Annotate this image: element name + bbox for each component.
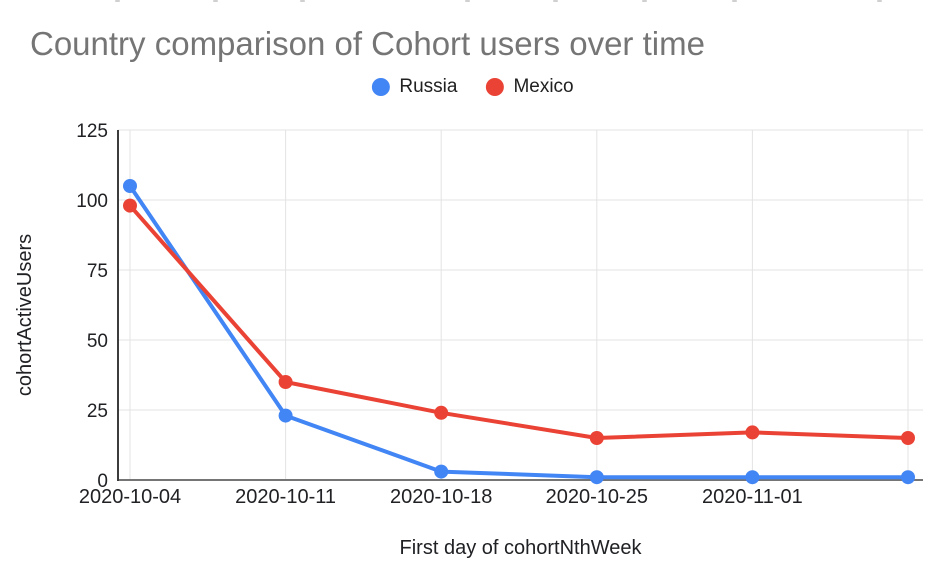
series-line-russia xyxy=(128,184,910,480)
cropped-text-artifact xyxy=(465,0,470,2)
legend-item-russia: Russia xyxy=(371,76,457,98)
y-tick-label: 0 xyxy=(97,471,108,492)
data-point-russia[interactable] xyxy=(278,408,293,423)
data-point-mexico[interactable] xyxy=(901,431,915,445)
legend-item-mexico: Mexico xyxy=(485,76,574,98)
series-line-mexico xyxy=(128,203,910,440)
data-point-mexico[interactable] xyxy=(278,375,293,389)
data-point-mexico[interactable] xyxy=(434,405,449,420)
chart-title: Country comparison of Cohort users over … xyxy=(30,25,705,62)
data-point-mexico[interactable] xyxy=(745,425,760,440)
x-tick-label: 2020-10-25 xyxy=(546,486,648,508)
cropped-text-artifact xyxy=(553,0,558,2)
cropped-text-artifact xyxy=(732,0,737,2)
data-point-russia[interactable] xyxy=(589,470,604,485)
x-tick-label: 2020-10-11 xyxy=(235,486,336,508)
y-tick-label: 100 xyxy=(76,191,108,212)
x-tick-label: 2020-11-01 xyxy=(702,486,803,508)
legend-label: Mexico xyxy=(513,76,574,97)
cropped-text-artifact xyxy=(115,0,120,2)
data-point-mexico[interactable] xyxy=(589,431,604,445)
y-tick-label: 75 xyxy=(87,261,108,282)
cropped-text-artifact xyxy=(300,0,305,2)
data-point-mexico[interactable] xyxy=(123,198,137,213)
cropped-text-artifact xyxy=(213,0,218,2)
cropped-text-artifact xyxy=(642,0,647,2)
data-point-russia[interactable] xyxy=(123,179,137,193)
data-point-russia[interactable] xyxy=(901,470,915,485)
y-tick-label: 50 xyxy=(87,331,108,352)
legend-dot-icon xyxy=(485,78,504,96)
legend-label: Russia xyxy=(399,76,458,97)
data-point-russia[interactable] xyxy=(745,470,760,485)
legend-dot-icon xyxy=(371,78,390,96)
chart-legend: Russia Mexico xyxy=(371,76,574,98)
data-point-russia[interactable] xyxy=(434,464,449,479)
y-axis-title: cohortActiveUsers xyxy=(14,234,36,396)
y-tick-label: 125 xyxy=(76,121,108,142)
x-tick-label: 2020-10-04 xyxy=(79,486,181,508)
x-axis-title: First day of cohortNthWeek xyxy=(400,537,643,559)
cropped-text-artifact xyxy=(877,0,882,2)
x-tick-label: 2020-10-18 xyxy=(390,486,492,508)
y-tick-label: 25 xyxy=(87,401,108,422)
